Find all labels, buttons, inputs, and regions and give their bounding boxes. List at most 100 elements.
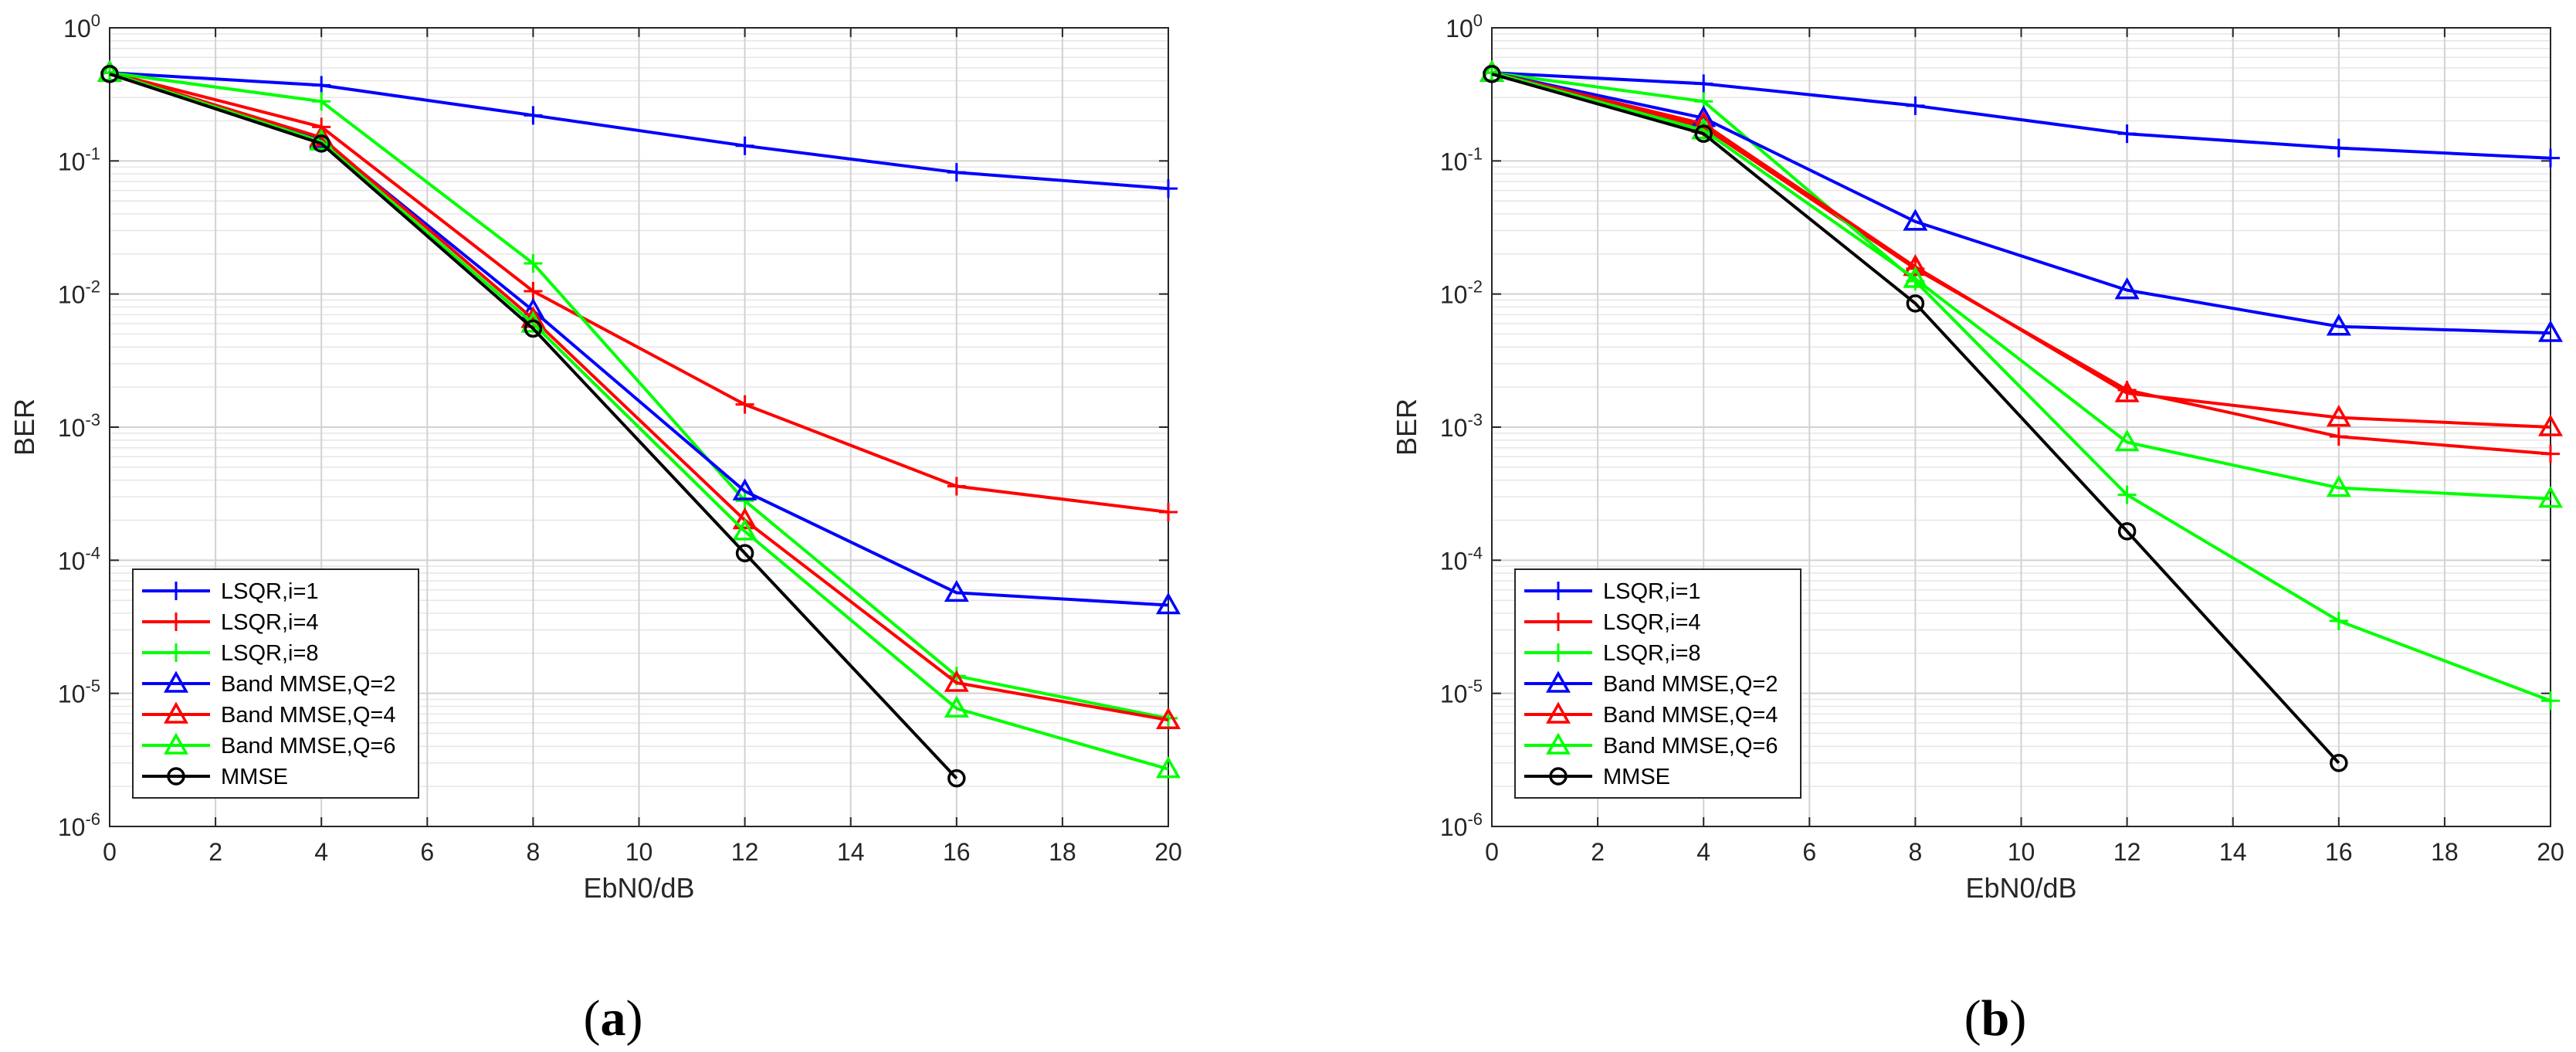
data-point [2541, 691, 2560, 711]
series-line [109, 71, 1169, 514]
y-tick-label: 10-6 [58, 809, 100, 841]
caption-close: ) [2009, 990, 2026, 1047]
legend-marker [167, 767, 185, 786]
legend-entry: Band MMSE,Q=6 [1524, 732, 1778, 758]
legend-entry: MMSE [142, 765, 288, 789]
data-point [2326, 475, 2351, 497]
caption-close: ) [626, 990, 643, 1047]
data-point [1694, 74, 1713, 93]
y-tick-exponent: -4 [1467, 543, 1483, 562]
x-axis-label: EbN0/dB [1965, 872, 2076, 904]
series-mmse [1483, 65, 2348, 772]
data-point [1694, 124, 1713, 143]
y-tick-label: 10-3 [58, 410, 100, 442]
legend-marker [1546, 701, 1571, 724]
data-point [524, 282, 543, 301]
x-tick-label: 0 [1485, 838, 1499, 866]
x-tick-label: 14 [837, 838, 865, 866]
data-point [2538, 486, 2563, 508]
data-point [947, 477, 966, 496]
y-tick-base: 10 [58, 547, 86, 575]
legend-label: LSQR,i=4 [221, 610, 319, 635]
y-tick-exponent: -5 [1467, 677, 1483, 696]
y-tick-base: 10 [1440, 148, 1468, 175]
data-point [1156, 592, 1181, 615]
legend-label: Band MMSE,Q=6 [1603, 734, 1778, 758]
data-point [732, 478, 758, 501]
legend-label: LSQR,i=4 [1603, 610, 1701, 635]
data-point [1156, 756, 1181, 779]
caption-open: ( [584, 990, 601, 1047]
data-point [2326, 314, 2351, 336]
legend-entry: Band MMSE,Q=2 [1524, 670, 1778, 697]
x-tick-label: 18 [1049, 838, 1076, 866]
data-point [1156, 707, 1181, 729]
x-tick-label: 14 [2219, 838, 2247, 866]
data-point [1159, 179, 1178, 199]
series-line [1491, 72, 2340, 765]
data-point [947, 163, 966, 182]
data-point [2541, 148, 2560, 168]
legend-marker [1549, 582, 1568, 600]
y-tick-base: 10 [1446, 15, 1473, 42]
legend-entry: Band MMSE,Q=6 [142, 732, 395, 758]
y-tick-label: 10-2 [58, 277, 100, 309]
series-line [109, 71, 1169, 771]
data-point [735, 136, 754, 155]
axis-ticks: 0 2 4 6 8 10 12 14 16 18 2010-610-510-410-310-210-… [58, 11, 1182, 866]
legend-label: Band MMSE,Q=2 [1603, 672, 1778, 697]
data-point [524, 253, 543, 273]
y-tick-exponent: -1 [1467, 144, 1483, 163]
legend-marker [167, 582, 185, 600]
y-axis-label: BER [1391, 399, 1422, 456]
legend-marker [167, 613, 185, 631]
y-tick-base: 10 [58, 281, 86, 309]
data-point [735, 395, 754, 414]
x-tick-label: 16 [943, 838, 971, 866]
legend: LSQR,i=1 LSQR,i=4 LSQR,i=8 Band MMSE,Q=2 Ban… [132, 568, 419, 799]
series-line [109, 71, 1169, 720]
x-tick-label: 6 [1802, 838, 1816, 866]
y-tick-exponent: -6 [85, 809, 100, 829]
data-point [2538, 414, 2563, 436]
data-point [944, 670, 969, 692]
data-point [1903, 209, 1928, 231]
series-lines [97, 59, 1181, 788]
y-tick-label: 10-2 [1440, 277, 1483, 309]
data-point [735, 544, 754, 562]
x-tick-label: 8 [527, 838, 541, 866]
data-point [524, 319, 543, 338]
y-tick-base: 10 [1440, 281, 1468, 309]
legend-label: LSQR,i=1 [221, 579, 319, 604]
series-line [109, 72, 958, 780]
legend-label: LSQR,i=8 [221, 641, 319, 666]
x-tick-label: 18 [2431, 838, 2459, 866]
y-tick-base: 10 [58, 148, 86, 175]
series-line [1491, 71, 2551, 160]
y-tick-base: 10 [58, 680, 86, 708]
legend-label: Band MMSE,Q=4 [1603, 703, 1778, 728]
y-tick-label: 10-4 [58, 543, 100, 575]
y-tick-label: 10-6 [1440, 809, 1483, 841]
y-tick-exponent: 0 [1473, 11, 1483, 30]
x-tick-label: 20 [2537, 838, 2564, 866]
x-tick-label: 10 [2008, 838, 2035, 866]
y-tick-label: 10-4 [1440, 543, 1483, 575]
y-tick-exponent: -2 [1467, 277, 1483, 297]
data-point [1906, 294, 1925, 313]
y-tick-exponent: -6 [1467, 809, 1483, 829]
y-tick-label: 10-3 [1440, 410, 1483, 442]
x-tick-label: 4 [1696, 838, 1710, 866]
chart-panel-b: 0 2 4 6 8 10 12 14 16 18 2010-610-510-410-310-210-… [1391, 11, 2564, 1047]
data-point [735, 491, 754, 511]
y-tick-exponent: -2 [85, 277, 100, 297]
data-point [1903, 266, 1928, 288]
y-tick-base: 10 [63, 15, 91, 42]
x-tick-label: 2 [208, 838, 222, 866]
y-tick-label: 100 [63, 11, 100, 42]
legend-marker [1549, 643, 1568, 662]
y-tick-exponent: 0 [91, 11, 100, 30]
series-line [1491, 71, 2551, 703]
series-line [109, 71, 1169, 722]
data-point [309, 128, 334, 151]
